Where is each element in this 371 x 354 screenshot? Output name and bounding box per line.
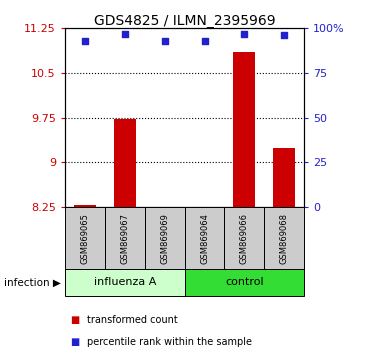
Point xyxy=(162,38,168,44)
Bar xyxy=(114,120,136,207)
Bar xyxy=(185,207,224,269)
Bar xyxy=(185,269,304,296)
Bar xyxy=(233,52,255,207)
Text: percentile rank within the sample: percentile rank within the sample xyxy=(87,337,252,347)
Text: influenza A: influenza A xyxy=(93,277,156,287)
Text: GSM869068: GSM869068 xyxy=(280,212,289,264)
Text: ■: ■ xyxy=(70,315,80,325)
Bar xyxy=(154,207,175,209)
Point xyxy=(281,33,287,38)
Bar xyxy=(65,269,185,296)
Bar xyxy=(264,207,304,269)
Text: GSM869067: GSM869067 xyxy=(120,212,129,264)
Bar xyxy=(145,207,185,269)
Bar xyxy=(65,207,105,269)
Bar xyxy=(224,207,264,269)
Text: GSM869065: GSM869065 xyxy=(81,213,89,263)
Text: ■: ■ xyxy=(70,337,80,347)
Bar xyxy=(194,207,216,209)
Point xyxy=(122,31,128,36)
Text: GSM869064: GSM869064 xyxy=(200,213,209,263)
Bar xyxy=(273,148,295,207)
Text: infection ▶: infection ▶ xyxy=(4,277,60,287)
Text: transformed count: transformed count xyxy=(87,315,178,325)
Point xyxy=(242,31,247,36)
Point xyxy=(201,38,207,44)
Bar xyxy=(105,207,145,269)
Text: GSM869066: GSM869066 xyxy=(240,212,249,264)
Text: GSM869069: GSM869069 xyxy=(160,213,169,263)
Text: GDS4825 / ILMN_2395969: GDS4825 / ILMN_2395969 xyxy=(94,14,275,28)
Bar xyxy=(74,205,96,207)
Point xyxy=(82,38,88,44)
Text: control: control xyxy=(225,277,264,287)
